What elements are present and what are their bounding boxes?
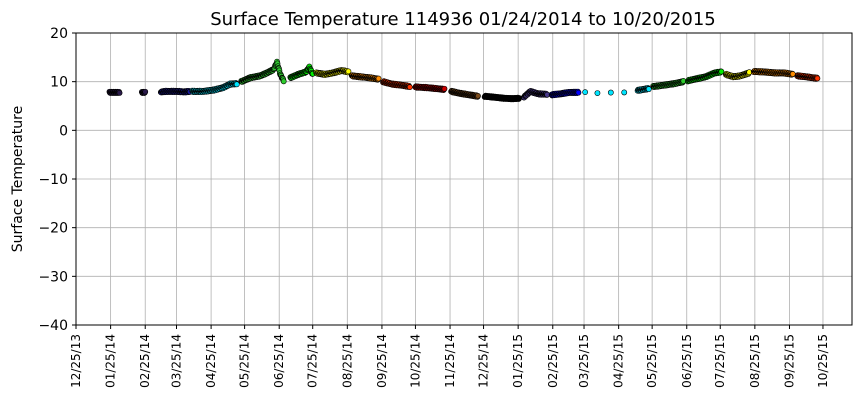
series-segment [722, 69, 753, 81]
series-segment [520, 88, 551, 101]
series-segment [313, 67, 352, 78]
x-tick-label: 05/25/14 [238, 334, 252, 388]
series-segment [650, 78, 687, 90]
x-tick-label: 10/25/14 [408, 334, 422, 388]
data-point [345, 68, 352, 75]
x-tick-label: 06/25/14 [272, 334, 286, 388]
data-point [142, 88, 149, 95]
x-tick-label: 10/25/15 [816, 334, 830, 388]
data-point [718, 68, 725, 75]
data-point [233, 81, 240, 88]
data-point [475, 92, 481, 99]
x-tick-label: 07/25/14 [306, 334, 320, 388]
data-series [106, 58, 821, 103]
data-point [814, 75, 821, 82]
y-axis-label: Surface Temperature [10, 106, 26, 252]
series-segment [481, 92, 523, 103]
x-tick-label: 02/25/14 [138, 334, 152, 388]
data-point [441, 85, 448, 92]
series-segment [750, 67, 796, 78]
x-tick-label: 03/25/15 [577, 334, 591, 388]
y-tick-label: 0 [59, 123, 68, 139]
data-point [280, 78, 287, 85]
data-point [575, 89, 582, 96]
y-ticks: −40 −30 −20 −10 0 10 20 [38, 26, 76, 334]
y-tick-label: 20 [50, 26, 68, 42]
y-tick-label: −40 [38, 318, 68, 334]
data-point [582, 89, 589, 96]
x-tick-label: 09/25/15 [782, 334, 796, 388]
series-segment [157, 87, 193, 96]
series-segment [548, 88, 582, 99]
x-tick-label: 05/25/15 [645, 334, 659, 388]
x-tick-label: 12/25/14 [477, 334, 491, 388]
data-point [406, 84, 413, 91]
data-point [621, 89, 628, 96]
x-tick-label: 01/25/14 [104, 334, 118, 388]
chart-title: Surface Temperature 114936 01/24/2014 to… [210, 9, 715, 30]
data-point [375, 75, 382, 82]
x-tick-label: 06/25/15 [680, 334, 694, 388]
series-segment [380, 78, 413, 91]
series-segment [794, 72, 821, 82]
x-tick-label: 09/25/14 [375, 334, 389, 388]
grid [75, 32, 852, 326]
x-tick-label: 08/25/15 [748, 334, 762, 388]
series-segment [412, 83, 448, 93]
x-tick-label: 03/25/14 [169, 334, 183, 388]
series-segment [448, 87, 481, 100]
x-tick-label: 04/25/14 [204, 334, 218, 388]
x-ticks: 12/25/13 01/25/14 02/25/14 03/25/14 04/25/14… [69, 325, 830, 388]
series-segment [189, 80, 240, 96]
y-tick-label: −10 [38, 172, 68, 188]
series-segment [287, 63, 316, 81]
x-tick-label: 04/25/15 [612, 334, 626, 388]
x-tick-label: 07/25/15 [713, 334, 727, 388]
y-tick-label: 10 [50, 75, 68, 91]
data-point [116, 89, 123, 96]
series-segment [348, 72, 382, 83]
data-point [645, 86, 652, 93]
y-tick-label: −30 [38, 269, 68, 285]
series-segment [582, 85, 652, 96]
x-tick-label: 01/25/15 [511, 334, 525, 388]
series-segment [684, 68, 725, 85]
series-segment [106, 88, 149, 96]
data-point [607, 89, 614, 96]
data-point [594, 90, 601, 96]
x-tick-label: 12/25/13 [69, 334, 83, 388]
x-tick-label: 11/25/14 [443, 334, 457, 388]
x-tick-label: 08/25/14 [340, 334, 354, 388]
y-tick-label: −20 [38, 221, 68, 237]
series-segment [238, 58, 287, 85]
x-tick-label: 02/25/15 [546, 334, 560, 388]
